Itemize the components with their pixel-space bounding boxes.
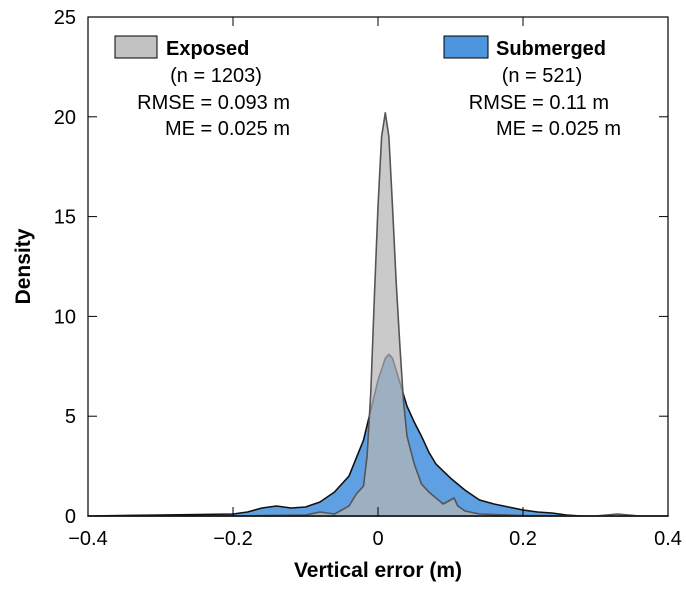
- y-tick-label: 20: [54, 107, 76, 129]
- x-tick-label: −0.2: [213, 528, 252, 550]
- y-tick-label: 25: [54, 7, 76, 29]
- annotation-submerged-n: (n = 521): [502, 65, 583, 87]
- ticks-layer: −0.4 −0.2 0 0.2 0.4 0 5 10 15 20 25: [54, 7, 682, 550]
- y-tick-label: 10: [54, 306, 76, 328]
- legend-swatch-submerged: [443, 35, 489, 59]
- y-tick-label: 0: [65, 506, 76, 528]
- annotation-submerged-me: ME = 0.025 m: [496, 118, 621, 140]
- series-layer: [87, 112, 669, 517]
- annotation-exposed-me: ME = 0.025 m: [165, 118, 290, 140]
- x-tick-label: 0.4: [654, 528, 682, 550]
- legend-swatch-exposed: [114, 35, 158, 59]
- x-tick-label: −0.4: [68, 528, 107, 550]
- y-tick-label: 15: [54, 207, 76, 229]
- annotation-exposed-rmse: RMSE = 0.093 m: [137, 92, 290, 114]
- x-tick-label: 0.2: [509, 528, 537, 550]
- annotation-exposed-n: (n = 1203): [170, 65, 262, 87]
- y-axis-title: Density: [12, 228, 35, 304]
- x-tick-label: 0: [372, 528, 383, 550]
- legend-label-exposed: Exposed: [166, 38, 249, 60]
- x-axis-title: Vertical error (m): [294, 559, 462, 582]
- y-tick-label: 5: [65, 406, 76, 428]
- legend-label-submerged: Submerged: [496, 38, 606, 60]
- series-area-exposed: [87, 112, 669, 517]
- annotation-submerged-rmse: RMSE = 0.11 m: [469, 92, 609, 114]
